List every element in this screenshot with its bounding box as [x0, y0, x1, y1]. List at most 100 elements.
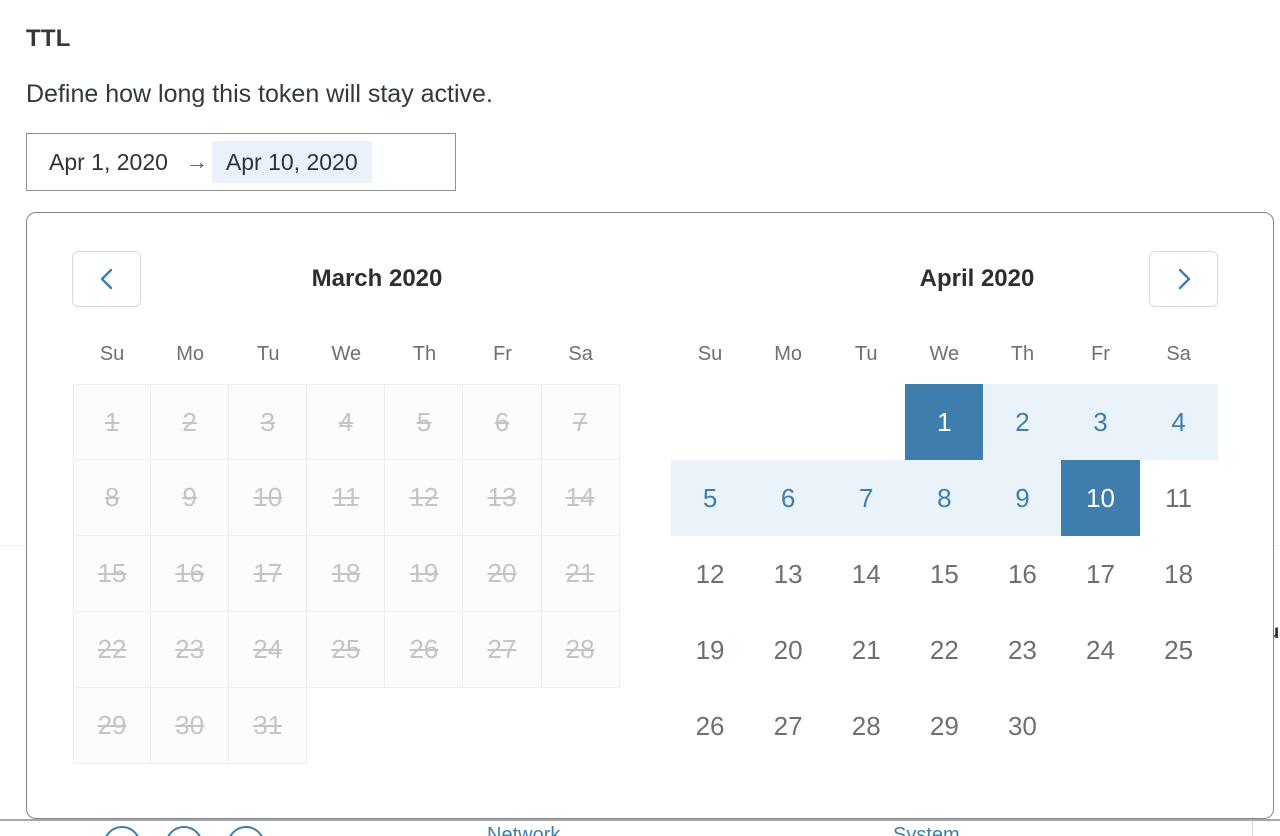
calendar-day-19[interactable]: 19 [695, 634, 725, 665]
section-title: TTL [26, 25, 71, 52]
calendar-day-30[interactable]: 30 [1007, 710, 1037, 741]
calendar-day-21[interactable]: 21 [851, 634, 881, 665]
calendar-day-28[interactable]: 28 [851, 710, 881, 741]
date-range-input[interactable]: Apr 1, 2020 → Apr 10, 2020 [26, 133, 456, 191]
calendar-day-10: 10 [229, 460, 308, 536]
calendar-day-16[interactable]: 16 [1007, 558, 1037, 589]
calendar-cell-empty [1140, 688, 1218, 764]
calendar-day-18[interactable]: 18 [1164, 558, 1194, 589]
calendar-day-7[interactable]: 7 [827, 460, 906, 536]
calendar-cell-empty [827, 384, 905, 460]
calendar-day-22[interactable]: 22 [929, 634, 959, 665]
calendar-week-row: 15 16 17 18 19 20 21 [73, 536, 620, 612]
calendar-day-4[interactable]: 4 [1139, 384, 1218, 460]
calendar-day-12: 12 [385, 460, 464, 536]
calendar-day-23: 23 [151, 612, 230, 688]
calendar-day-9[interactable]: 9 [983, 460, 1062, 536]
calendar-day-1: 1 [73, 384, 152, 460]
weekday-label-su: Su [99, 343, 125, 365]
weekday-header-row: Su Mo Tu We Th Fr Sa [671, 343, 1218, 384]
arrow-right-icon: → [185, 149, 208, 174]
calendar-day-2[interactable]: 2 [983, 384, 1062, 460]
calendar-day-1[interactable]: 1 [905, 384, 984, 460]
chevron-right-icon [1178, 268, 1190, 290]
calendar-day-21: 21 [541, 536, 620, 612]
calendar-day-12[interactable]: 12 [695, 558, 725, 589]
calendar-day-11: 11 [307, 460, 386, 536]
calendar-day-29[interactable]: 29 [929, 710, 959, 741]
calendar-week-row: 29 30 31 [73, 688, 620, 764]
calendar-day-5: 5 [385, 384, 464, 460]
background-footer-network-label[interactable]: Network [487, 824, 561, 836]
calendar-week-row: 19 20 21 22 23 24 25 [671, 612, 1218, 688]
weekday-label-sa: Sa [568, 343, 593, 365]
calendar-day-10[interactable]: 10 [1061, 460, 1140, 536]
calendar-day-4: 4 [307, 384, 386, 460]
calendar-day-11[interactable]: 11 [1165, 482, 1193, 513]
next-month-button[interactable] [1149, 251, 1218, 307]
weekday-label-th: Th [412, 343, 437, 365]
calendar-cell-empty [671, 384, 749, 460]
avatar[interactable] [165, 826, 203, 836]
calendar-day-3[interactable]: 3 [1061, 384, 1140, 460]
calendar-week-row: 8 9 10 11 12 13 14 [73, 460, 620, 536]
calendar-day-6[interactable]: 6 [749, 460, 828, 536]
calendar-day-24[interactable]: 24 [1086, 634, 1115, 665]
calendar-day-2: 2 [151, 384, 230, 460]
calendar-day-16: 16 [151, 536, 230, 612]
calendar-day-28: 28 [541, 612, 620, 688]
calendar-day-18: 18 [307, 536, 386, 612]
calendar-day-9: 9 [151, 460, 230, 536]
weekday-label-mo: Mo [176, 343, 205, 365]
calendar-day-25: 25 [307, 612, 386, 688]
calendar-month-april: Su Mo Tu We Th Fr Sa 1 2 3 4 5 6 7 8 9 10 11 12 13 14 15 16 17 1… [671, 343, 1218, 764]
calendar-day-8[interactable]: 8 [905, 460, 984, 536]
calendar-weeks: 1 2 3 4 5 6 7 8 9 10 11 12 13 14 15 16 17 18 19 20 21 22 23 24 2… [671, 384, 1218, 764]
weekday-label-we: We [331, 343, 362, 365]
calendar-day-6: 6 [463, 384, 542, 460]
calendar-day-14[interactable]: 14 [851, 558, 881, 589]
prev-month-button[interactable] [72, 251, 141, 307]
calendar-month-march: Su Mo Tu We Th Fr Sa 1 2 3 4 5 6 7 8 9 10 11 12 13 14 15 16 17 1… [73, 343, 620, 764]
calendar-day-30: 30 [151, 688, 230, 764]
date-range-end-value[interactable]: Apr 10, 2020 [211, 141, 372, 183]
calendar-cell-empty [307, 688, 385, 764]
weekday-label-th: Th [1010, 343, 1035, 365]
avatar[interactable] [103, 826, 141, 836]
calendar-day-15[interactable]: 15 [929, 558, 959, 589]
calendar-week-row: 26 27 28 29 30 [671, 688, 1218, 764]
weekday-label-mo: Mo [774, 343, 803, 365]
date-range-start-value[interactable]: Apr 1, 2020 [49, 149, 168, 175]
calendar-day-26[interactable]: 26 [695, 710, 725, 741]
calendar-day-5[interactable]: 5 [671, 460, 750, 536]
calendar-day-20[interactable]: 20 [773, 634, 803, 665]
section-description: Define how long this token will stay act… [26, 80, 493, 108]
calendar-cell-empty [385, 688, 463, 764]
calendar-day-23[interactable]: 23 [1007, 634, 1037, 665]
avatar[interactable] [227, 826, 265, 836]
calendar-weeks: 1 2 3 4 5 6 7 8 9 10 11 12 13 14 15 16 17 18 19 20 21 22 23 2 4 2… [73, 384, 620, 764]
weekday-label-fr: Fr [1091, 343, 1110, 365]
background-avatar-group [103, 826, 289, 836]
weekday-label-tu: Tu [854, 343, 878, 365]
calendar-day-29: 29 [73, 688, 152, 764]
calendar-day-22: 22 [73, 612, 152, 688]
weekday-label-fr: Fr [493, 343, 512, 365]
calendar-day-13: 13 [463, 460, 542, 536]
background-footer-system-label[interactable]: System [893, 824, 960, 836]
calendar-day-8: 8 [73, 460, 152, 536]
date-picker-popup: March 2020 April 2020 Su Mo Tu We Th Fr Sa 1 2 3 4… [26, 212, 1274, 819]
calendar-day-27[interactable]: 27 [773, 710, 803, 741]
calendar-day-15: 15 [73, 536, 152, 612]
calendar-day-31: 31 [229, 688, 308, 764]
weekday-label-tu: Tu [256, 343, 280, 365]
calendar-day-17[interactable]: 17 [1086, 558, 1115, 589]
calendar-day-25[interactable]: 25 [1164, 634, 1194, 665]
calendar-cell-empty [542, 688, 620, 764]
month-title-april: April 2020 [919, 265, 1035, 292]
calendar-day-13[interactable]: 13 [773, 558, 803, 589]
calendar-cell-empty [463, 688, 541, 764]
weekday-label-sa: Sa [1166, 343, 1191, 365]
